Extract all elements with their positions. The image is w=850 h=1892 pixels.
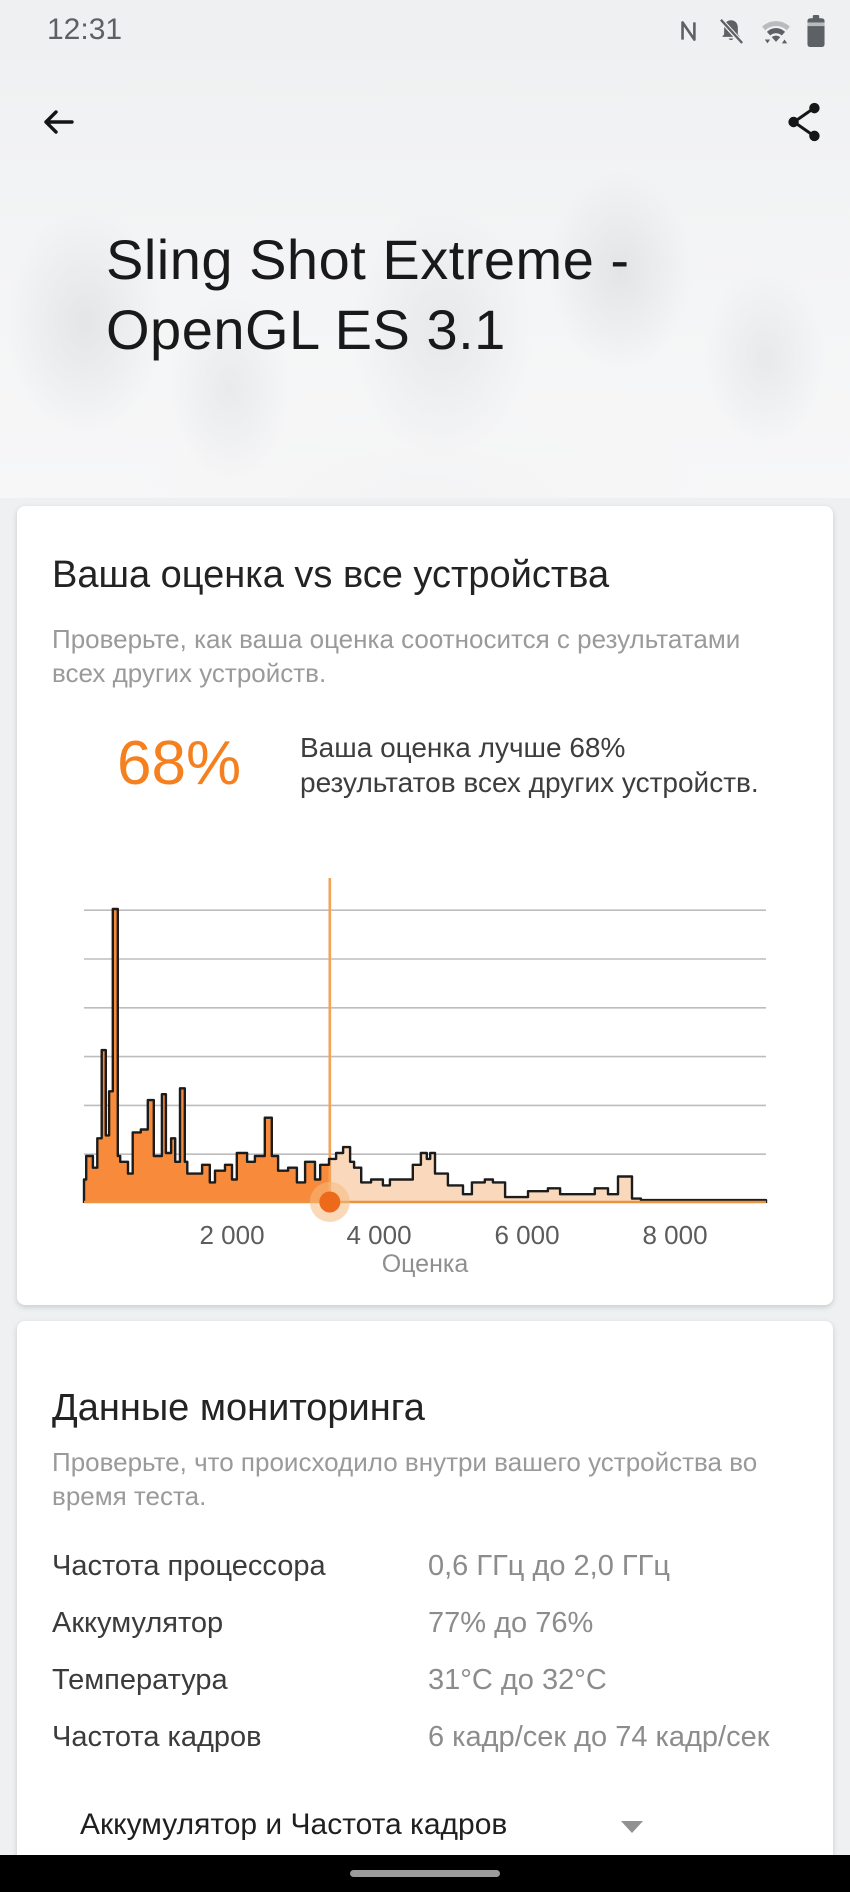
notifications-off-icon (716, 16, 746, 46)
table-row: Температура 31°C до 32°C (17, 1652, 833, 1709)
table-row: Частота процессора 0,6 ГГц до 2,0 ГГц (17, 1538, 833, 1595)
monitoring-subtitle-line2: время теста. (52, 1481, 207, 1511)
row-label: Аккумулятор (52, 1607, 224, 1639)
row-value: 6 кадр/сек до 74 кадр/сек (428, 1721, 770, 1753)
percent-caption-line1: Ваша оценка лучше 68% (300, 732, 626, 763)
row-value: 77% до 76% (428, 1607, 594, 1639)
table-row: Частота кадров 6 кадр/сек до 74 кадр/сек (17, 1709, 833, 1766)
monitoring-card-subtitle: Проверьте, что происходило внутри вашего… (52, 1445, 757, 1513)
score-card-subtitle: Проверьте, как ваша оценка соотносится с… (52, 622, 740, 690)
score-comparison-card: Ваша оценка vs все устройства Проверьте,… (17, 506, 833, 1305)
score-marker (319, 1191, 341, 1213)
status-bar: 12:31 (0, 0, 850, 60)
metric-selector-label: Аккумулятор и Частота кадров (80, 1808, 508, 1841)
header: Sling Shot Extreme - OpenGL ES 3.1 (0, 60, 850, 498)
score-card-subtitle-line2: всех других устройств. (52, 658, 327, 688)
score-card-title: Ваша оценка vs все устройства (52, 554, 610, 596)
score-card-subtitle-line1: Проверьте, как ваша оценка соотносится с… (52, 624, 741, 654)
x-tick-2000: 2 000 (199, 1220, 265, 1250)
row-value: 0,6 ГГц до 2,0 ГГц (428, 1550, 670, 1582)
x-tick-6000: 6 000 (494, 1220, 560, 1250)
row-label: Частота процессора (52, 1550, 326, 1582)
table-row: Аккумулятор 77% до 76% (17, 1595, 833, 1652)
percent-caption: Ваша оценка лучше 68% результатов всех д… (300, 730, 759, 800)
share-button[interactable] (784, 100, 824, 144)
monitoring-card-title: Данные мониторинга (52, 1387, 425, 1429)
nfc-icon (676, 17, 702, 45)
percent-caption-line2: результатов всех других устройств. (300, 767, 759, 798)
percent-value: 68% (117, 729, 242, 798)
monitoring-card: Данные мониторинга Проверьте, что происх… (17, 1321, 833, 1892)
score-distribution-chart (82, 878, 768, 1222)
row-label: Частота кадров (52, 1721, 262, 1753)
x-axis-label: Оценка (381, 1250, 469, 1278)
chevron-down-icon (621, 1821, 643, 1833)
metric-selector-dropdown[interactable]: Аккумулятор и Частота кадров (17, 1799, 833, 1851)
monitoring-subtitle-line1: Проверьте, что происходило внутри вашего… (52, 1447, 758, 1477)
status-time: 12:31 (47, 13, 123, 46)
home-indicator[interactable] (350, 1870, 500, 1877)
page-title: Sling Shot Extreme - OpenGL ES 3.1 (106, 228, 630, 361)
row-label: Температура (52, 1664, 228, 1696)
status-icons (676, 15, 826, 47)
back-arrow-icon (44, 110, 74, 134)
row-value: 31°C до 32°C (428, 1664, 607, 1696)
share-icon (788, 102, 820, 142)
wifi-icon (760, 16, 792, 46)
x-tick-8000: 8 000 (642, 1220, 708, 1250)
monitoring-table: Частота процессора 0,6 ГГц до 2,0 ГГц Ак… (17, 1538, 833, 1766)
x-tick-4000: 4 000 (346, 1220, 412, 1250)
battery-icon (806, 15, 826, 47)
back-button[interactable] (36, 100, 80, 144)
histogram-svg (82, 878, 768, 1222)
android-navigation-bar (0, 1855, 850, 1892)
